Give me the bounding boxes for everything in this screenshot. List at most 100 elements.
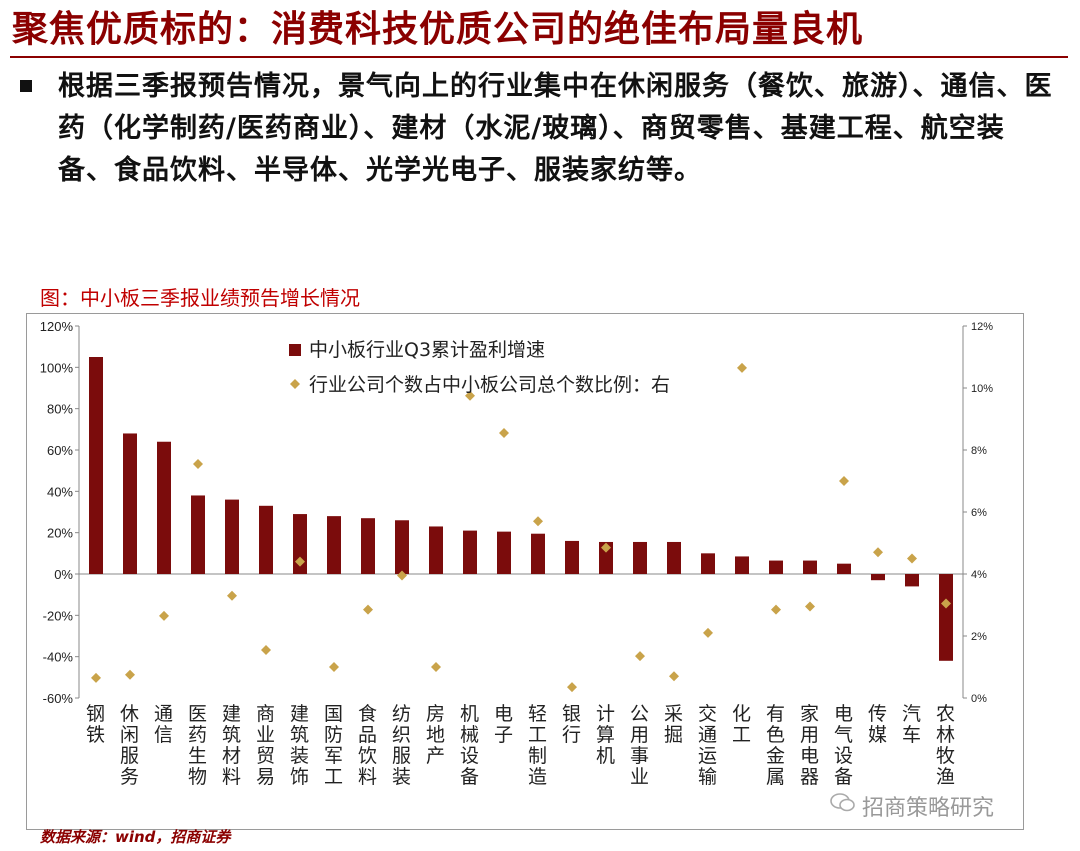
x-tick-char: 工 bbox=[732, 724, 751, 746]
x-tick-char: 织 bbox=[392, 724, 411, 746]
x-tick-char: 机 bbox=[460, 703, 479, 725]
x-tick-char: 制 bbox=[528, 745, 547, 767]
x-tick-label: 建筑材料 bbox=[222, 703, 241, 788]
bar-家用电器 bbox=[803, 560, 817, 574]
chart-frame: 120% 100% 80% 60% 40% 20% 0% -20% -40% -60% 12% 10%… bbox=[26, 313, 1024, 830]
y-right-tick-label: 8% bbox=[971, 445, 987, 457]
x-tick-char: 色 bbox=[766, 724, 785, 746]
y-left-tick-label: 20% bbox=[47, 526, 73, 541]
x-tick-char: 闲 bbox=[120, 724, 139, 746]
bar-休闲服务 bbox=[123, 433, 137, 574]
bar-纺织服装 bbox=[395, 520, 409, 574]
x-tick-char: 贸 bbox=[256, 745, 275, 767]
x-tick-char: 备 bbox=[460, 766, 479, 788]
x-tick-char: 防 bbox=[324, 724, 343, 746]
marker-家用电器 bbox=[805, 601, 815, 612]
marker-有色金属 bbox=[771, 604, 781, 615]
marker-化工 bbox=[737, 362, 747, 373]
x-tick-char: 掘 bbox=[664, 724, 683, 746]
x-tick-char: 金 bbox=[766, 745, 785, 767]
x-tick-label: 房地产 bbox=[426, 703, 445, 767]
x-tick-char: 车 bbox=[902, 724, 921, 746]
marker-汽车 bbox=[907, 553, 917, 564]
title-rule bbox=[10, 56, 1068, 58]
y-left-tick-label: 100% bbox=[40, 360, 74, 375]
x-tick-label: 交通运输 bbox=[698, 703, 717, 788]
marker-房地产 bbox=[431, 662, 441, 672]
x-tick-char: 电 bbox=[494, 703, 513, 725]
bar-商业贸易 bbox=[259, 505, 273, 574]
y-right-tick-label: 6% bbox=[971, 507, 987, 519]
x-tick-label: 国防军工 bbox=[324, 703, 343, 788]
marker-国防军工 bbox=[329, 662, 339, 672]
x-tick-label: 建筑装饰 bbox=[290, 703, 309, 788]
x-tick-char: 林 bbox=[936, 724, 955, 746]
bar-轻工制造 bbox=[531, 533, 545, 574]
x-tick-char: 属 bbox=[766, 766, 785, 788]
data-source: 数据来源：wind，招商证券 bbox=[40, 828, 231, 846]
x-tick-char: 事 bbox=[630, 745, 649, 767]
x-tick-char: 务 bbox=[120, 766, 139, 788]
y-right-tick-label: 0% bbox=[971, 693, 987, 705]
x-tick-label: 化工 bbox=[732, 703, 751, 746]
x-tick-char: 工 bbox=[324, 766, 343, 788]
chart-svg: 120% 100% 80% 60% 40% 20% 0% -20% -40% -60% 12% 10%… bbox=[40, 319, 993, 788]
x-tick-char: 电 bbox=[834, 703, 853, 725]
marker-机械设备 bbox=[465, 390, 475, 401]
x-tick-char: 纺 bbox=[392, 703, 411, 725]
x-tick-char: 化 bbox=[732, 703, 751, 725]
bar-农林牧渔 bbox=[939, 574, 953, 661]
x-tick-char: 商 bbox=[256, 703, 275, 725]
x-tick-char: 料 bbox=[358, 766, 377, 788]
x-tick-char: 房 bbox=[426, 703, 445, 725]
x-tick-label: 休闲服务 bbox=[120, 703, 139, 788]
x-tick-label: 食品饮料 bbox=[358, 703, 377, 788]
marker-钢铁 bbox=[91, 672, 101, 683]
x-tick-char: 建 bbox=[222, 703, 241, 725]
x-tick-char: 食 bbox=[358, 703, 377, 725]
x-tick-char: 生 bbox=[188, 745, 207, 767]
x-tick-char: 造 bbox=[528, 766, 547, 788]
x-tick-char: 电 bbox=[800, 745, 819, 767]
bar-房地产 bbox=[429, 526, 443, 574]
bar-采掘 bbox=[667, 541, 681, 574]
bar-公用事业 bbox=[633, 541, 647, 574]
x-tick-char: 备 bbox=[834, 766, 853, 788]
x-tick-char: 银 bbox=[562, 703, 581, 725]
x-tick-char: 用 bbox=[630, 724, 649, 746]
marker-采掘 bbox=[669, 671, 679, 682]
x-tick-char: 休 bbox=[120, 703, 139, 725]
marker-电气设备 bbox=[839, 476, 849, 486]
x-tick-char: 装 bbox=[392, 766, 411, 788]
bar-化工 bbox=[735, 556, 749, 574]
x-tick-char: 服 bbox=[120, 745, 139, 767]
x-tick-label: 公用事业 bbox=[630, 703, 649, 788]
x-tick-char: 品 bbox=[358, 724, 377, 746]
y-left-tick-label: -20% bbox=[43, 608, 74, 623]
y-left-tick-label: 120% bbox=[40, 319, 74, 334]
x-tick-char: 用 bbox=[800, 724, 819, 746]
x-tick-char: 通 bbox=[698, 724, 717, 746]
x-tick-char: 计 bbox=[596, 703, 615, 725]
x-tick-label: 商业贸易 bbox=[256, 703, 275, 788]
x-tick-label: 机械设备 bbox=[460, 703, 479, 788]
x-tick-char: 子 bbox=[494, 724, 513, 746]
x-tick-char: 公 bbox=[630, 703, 649, 725]
bar-有色金属 bbox=[769, 560, 783, 574]
bar-钢铁 bbox=[89, 357, 103, 574]
y-right-tick-label: 4% bbox=[971, 569, 987, 581]
bar-电气设备 bbox=[837, 563, 851, 574]
y-right-tick-label: 12% bbox=[971, 321, 993, 333]
x-tick-char: 气 bbox=[834, 724, 853, 746]
x-tick-char: 业 bbox=[256, 724, 275, 746]
x-tick-char: 军 bbox=[324, 745, 343, 767]
y-left-tick-label: 80% bbox=[47, 402, 73, 417]
x-tick-char: 牧 bbox=[936, 745, 955, 767]
x-tick-char: 服 bbox=[392, 745, 411, 767]
x-tick-char: 输 bbox=[698, 766, 717, 788]
marker-电子 bbox=[499, 427, 509, 438]
x-tick-label: 电气设备 bbox=[834, 703, 853, 788]
x-tick-char: 易 bbox=[256, 766, 275, 788]
x-tick-char: 家 bbox=[800, 703, 819, 725]
y-left-tick-label: 60% bbox=[47, 443, 73, 458]
